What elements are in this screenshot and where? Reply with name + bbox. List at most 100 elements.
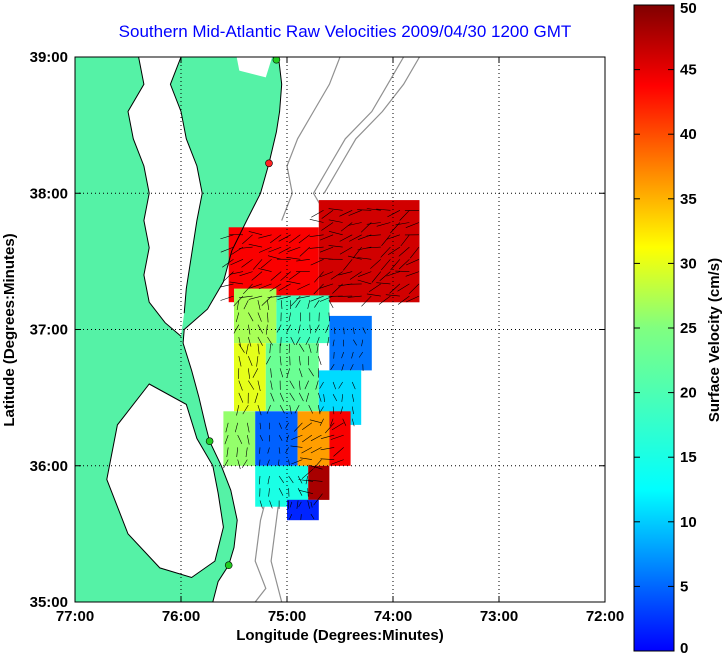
colorbar-tick-label: 25 xyxy=(680,320,697,337)
velocity-arrow xyxy=(310,447,322,454)
velocity-arrow xyxy=(310,501,313,508)
velocity-arrow xyxy=(238,246,253,249)
velocity-arrow xyxy=(289,380,295,389)
velocity-arrow xyxy=(290,445,303,448)
velocity-arrow xyxy=(315,380,319,390)
velocity-arrow xyxy=(353,339,357,346)
velocity-arrow xyxy=(387,246,401,256)
velocity-arrow xyxy=(291,434,303,440)
velocity-arrow xyxy=(376,208,391,211)
velocity-cell xyxy=(276,295,330,344)
velocity-arrow xyxy=(366,293,381,297)
velocity-arrow xyxy=(309,234,324,237)
grid-lines xyxy=(75,57,605,602)
velocity-arrow xyxy=(328,312,330,322)
velocity-arrow xyxy=(285,447,289,454)
velocity-arrow xyxy=(220,295,234,301)
velocity-arrow xyxy=(241,259,253,268)
velocity-arrow xyxy=(220,283,234,288)
velocity-arrow xyxy=(239,271,253,277)
velocity-arrow xyxy=(311,210,324,218)
velocity-arrow xyxy=(265,324,268,335)
velocity-arrow xyxy=(330,364,335,370)
velocity-arrow xyxy=(294,404,300,414)
velocity-arrow xyxy=(342,418,347,426)
velocity-arrow xyxy=(238,295,253,299)
velocity-arrow xyxy=(286,368,290,378)
velocity-arrow xyxy=(291,459,303,465)
velocity-arrow xyxy=(269,343,271,354)
coastline-segment xyxy=(169,57,203,314)
velocity-arrow xyxy=(252,259,263,270)
velocity-arrow xyxy=(328,219,343,223)
velocity-arrow xyxy=(267,300,270,311)
velocity-arrow xyxy=(340,222,353,232)
velocity-arrow xyxy=(242,283,253,295)
velocity-arrow xyxy=(278,234,291,242)
velocity-arrow xyxy=(246,343,249,355)
velocity-arrow xyxy=(338,381,343,389)
velocity-arrow xyxy=(236,447,238,458)
colorbar-tick-label: 0 xyxy=(680,640,688,657)
velocity-arrow xyxy=(309,219,324,223)
velocity-arrow xyxy=(309,324,311,334)
velocity-arrow xyxy=(304,380,309,390)
velocity-arrow xyxy=(251,271,263,281)
velocity-arrow xyxy=(370,259,382,269)
coastline-segment xyxy=(182,57,283,602)
colorbar-label: Surface Velocity (cm/s) xyxy=(706,258,723,422)
velocity-arrow xyxy=(270,392,275,402)
velocity-arrow xyxy=(381,234,391,246)
velocity-arrow xyxy=(341,364,344,371)
velocity-arrow xyxy=(308,343,312,353)
velocity-arrow xyxy=(398,259,410,270)
velocity-arrow xyxy=(288,459,290,467)
velocity-arrow xyxy=(259,500,263,509)
velocity-arrow xyxy=(347,295,362,298)
velocity-arrow xyxy=(340,406,343,414)
velocity-arrow xyxy=(309,246,324,249)
velocity-arrow xyxy=(297,488,303,496)
velocity-arrow xyxy=(279,368,284,378)
y-tick-label: 37:00 xyxy=(30,322,68,339)
velocity-arrow xyxy=(319,295,334,302)
velocity-arrow xyxy=(269,283,282,292)
velocity-arrow xyxy=(235,312,240,323)
velocity-arrow xyxy=(289,271,301,280)
velocity-arrow xyxy=(366,222,381,225)
velocity-arrow xyxy=(270,234,282,244)
velocity-arrow xyxy=(233,324,240,334)
velocity-cell xyxy=(265,343,319,412)
velocity-arrow xyxy=(301,447,313,454)
velocity-arrow xyxy=(314,271,324,283)
velocity-arrow xyxy=(302,422,313,431)
colorbar-tick-label: 30 xyxy=(680,255,697,272)
radar-station-marker xyxy=(224,561,233,570)
velocity-arrow xyxy=(310,295,324,302)
y-axis-ticks: 35:00 36:00 37:00 38:00 39:00 xyxy=(30,49,605,611)
velocity-arrow xyxy=(270,271,282,281)
velocity-arrow xyxy=(266,404,271,414)
velocity-arrow xyxy=(328,245,343,248)
velocity-arrow xyxy=(222,259,234,268)
velocity-arrow xyxy=(278,246,291,254)
velocity-arrow xyxy=(270,368,272,378)
velocity-arrow xyxy=(298,479,314,482)
velocity-cell xyxy=(297,411,330,466)
bathymetry-contour xyxy=(323,57,421,194)
velocity-arrow xyxy=(409,246,420,259)
velocity-arrow xyxy=(288,343,290,354)
velocity-arrow xyxy=(333,351,335,359)
velocity-arrow xyxy=(351,394,355,402)
velocity-arrow xyxy=(278,434,283,441)
velocity-arrow xyxy=(254,392,259,404)
x-tick-label: 76:00 xyxy=(162,608,200,625)
velocity-arrow xyxy=(226,447,229,458)
velocity-arrow xyxy=(289,501,293,508)
velocity-arrow xyxy=(286,435,289,442)
velocity-cell xyxy=(255,411,298,466)
velocity-arrow xyxy=(347,255,362,260)
velocity-arrow xyxy=(328,300,334,309)
x-axis-ticks: 77:00 76:00 75:00 74:00 73:00 72:00 xyxy=(56,57,624,625)
